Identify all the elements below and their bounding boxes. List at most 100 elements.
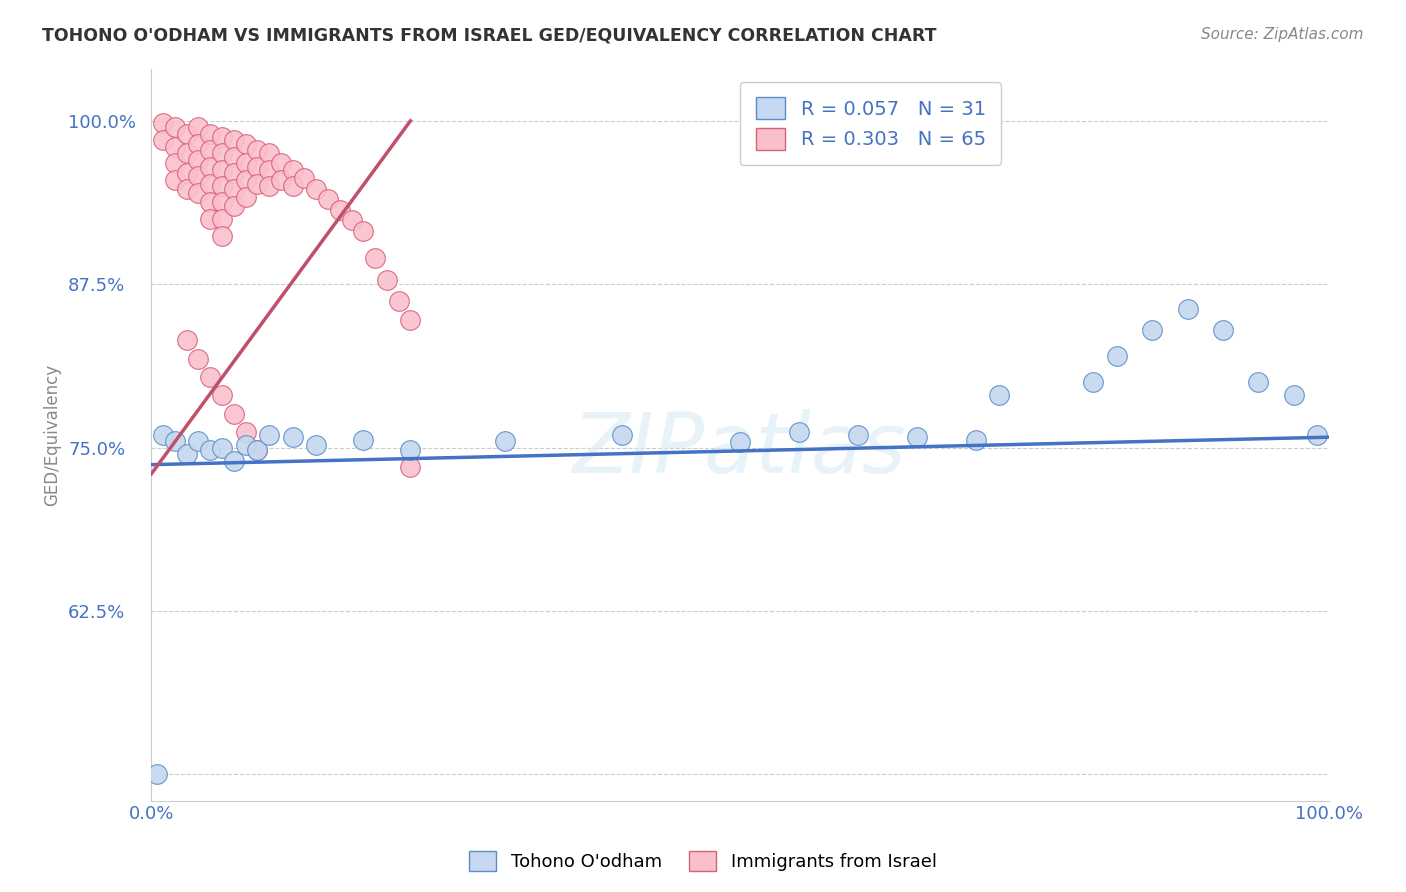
Point bbox=[494, 434, 516, 449]
Text: ZIPatlas: ZIPatlas bbox=[574, 409, 907, 490]
Point bbox=[246, 443, 269, 458]
Point bbox=[211, 163, 233, 178]
Point bbox=[200, 160, 222, 174]
Point bbox=[152, 427, 174, 442]
Point bbox=[257, 146, 280, 161]
Point bbox=[187, 434, 209, 449]
Point bbox=[200, 143, 222, 157]
Point bbox=[270, 155, 292, 169]
Point bbox=[187, 153, 209, 167]
Point bbox=[246, 143, 269, 157]
Point bbox=[163, 140, 186, 154]
Point bbox=[146, 767, 169, 781]
Point bbox=[222, 453, 245, 467]
Point bbox=[222, 199, 245, 213]
Point bbox=[281, 163, 304, 178]
Point bbox=[235, 137, 257, 152]
Point bbox=[399, 312, 422, 326]
Text: TOHONO O'ODHAM VS IMMIGRANTS FROM ISRAEL GED/EQUIVALENCY CORRELATION CHART: TOHONO O'ODHAM VS IMMIGRANTS FROM ISRAEL… bbox=[42, 27, 936, 45]
Point bbox=[352, 224, 374, 238]
Point bbox=[329, 202, 352, 217]
Point bbox=[176, 166, 198, 180]
Point bbox=[965, 433, 987, 447]
Point bbox=[187, 137, 209, 152]
Point bbox=[176, 447, 198, 461]
Point bbox=[246, 160, 269, 174]
Point bbox=[200, 211, 222, 226]
Point bbox=[1247, 376, 1270, 390]
Point bbox=[200, 194, 222, 209]
Point bbox=[257, 427, 280, 442]
Point bbox=[1177, 301, 1199, 316]
Point bbox=[235, 425, 257, 439]
Point bbox=[1306, 427, 1329, 442]
Point bbox=[399, 443, 422, 458]
Point bbox=[235, 438, 257, 452]
Point bbox=[200, 127, 222, 141]
Point bbox=[176, 334, 198, 348]
Point bbox=[200, 177, 222, 191]
Point bbox=[222, 150, 245, 164]
Point bbox=[1142, 323, 1164, 337]
Point bbox=[187, 169, 209, 183]
Point bbox=[399, 460, 422, 475]
Legend: R = 0.057   N = 31, R = 0.303   N = 65: R = 0.057 N = 31, R = 0.303 N = 65 bbox=[741, 82, 1001, 165]
Y-axis label: GED/Equivalency: GED/Equivalency bbox=[44, 364, 60, 506]
Point bbox=[305, 438, 328, 452]
Point bbox=[211, 146, 233, 161]
Point bbox=[905, 430, 928, 444]
Point bbox=[352, 433, 374, 447]
Point bbox=[235, 172, 257, 186]
Point bbox=[200, 370, 222, 384]
Legend: Tohono O'odham, Immigrants from Israel: Tohono O'odham, Immigrants from Israel bbox=[463, 844, 943, 879]
Point bbox=[187, 186, 209, 200]
Point bbox=[1282, 388, 1305, 402]
Point bbox=[222, 182, 245, 196]
Point bbox=[388, 294, 411, 309]
Point bbox=[728, 435, 751, 450]
Point bbox=[152, 116, 174, 130]
Point bbox=[281, 430, 304, 444]
Point bbox=[163, 434, 186, 449]
Point bbox=[612, 427, 634, 442]
Point bbox=[176, 146, 198, 161]
Point bbox=[294, 171, 316, 186]
Point bbox=[1212, 323, 1234, 337]
Point bbox=[270, 172, 292, 186]
Point bbox=[187, 351, 209, 366]
Point bbox=[211, 129, 233, 144]
Point bbox=[176, 127, 198, 141]
Point bbox=[364, 251, 387, 265]
Point bbox=[257, 163, 280, 178]
Point bbox=[235, 155, 257, 169]
Point bbox=[281, 179, 304, 194]
Point bbox=[787, 425, 810, 439]
Point bbox=[211, 228, 233, 243]
Point bbox=[211, 388, 233, 402]
Point bbox=[305, 182, 328, 196]
Point bbox=[211, 179, 233, 194]
Point bbox=[1083, 376, 1105, 390]
Point bbox=[200, 443, 222, 458]
Point bbox=[152, 133, 174, 147]
Point bbox=[375, 273, 398, 287]
Point bbox=[257, 179, 280, 194]
Point bbox=[246, 177, 269, 191]
Point bbox=[211, 211, 233, 226]
Point bbox=[340, 213, 363, 227]
Point bbox=[246, 443, 269, 458]
Point bbox=[211, 194, 233, 209]
Point bbox=[846, 427, 869, 442]
Point bbox=[1105, 349, 1128, 363]
Point bbox=[163, 120, 186, 135]
Point bbox=[176, 182, 198, 196]
Point bbox=[222, 407, 245, 421]
Text: Source: ZipAtlas.com: Source: ZipAtlas.com bbox=[1201, 27, 1364, 42]
Point bbox=[187, 120, 209, 135]
Point bbox=[222, 166, 245, 180]
Point bbox=[222, 133, 245, 147]
Point bbox=[316, 192, 339, 206]
Point bbox=[163, 155, 186, 169]
Point bbox=[211, 441, 233, 455]
Point bbox=[163, 172, 186, 186]
